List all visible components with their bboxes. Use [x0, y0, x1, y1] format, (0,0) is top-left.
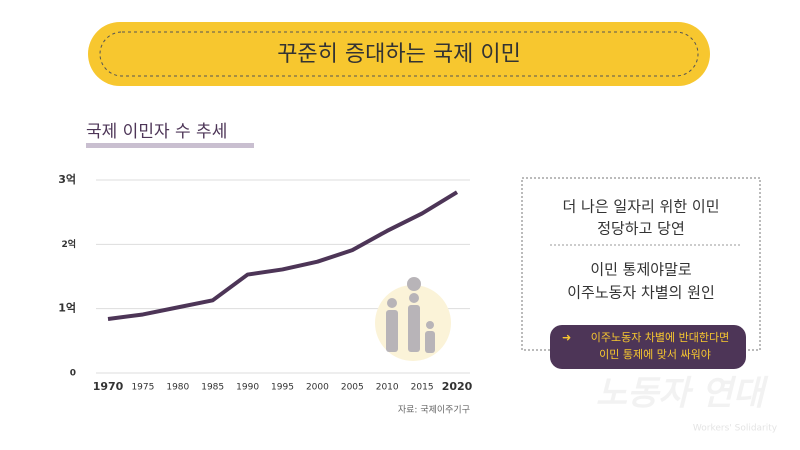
y-tick-label: 0	[70, 369, 76, 379]
side-text: 더 나은 일자리 위한 이민	[562, 198, 719, 216]
y-tick-label: 1억	[58, 302, 76, 315]
header-dashes	[99, 31, 699, 77]
side-text: 정당하고 당연	[597, 220, 685, 238]
source: 자료: 국제이주기구	[398, 405, 470, 416]
header-title: 꾸준히 증대하는 국제 이민	[277, 42, 521, 67]
x-tick-label: 1990	[236, 383, 259, 393]
side-button	[550, 325, 746, 369]
x-tick-label: 1970	[93, 380, 124, 393]
side-text: 이민 통제야말로	[590, 261, 692, 279]
arrow: ➜	[562, 331, 571, 344]
side-text: 이주노동자 차별의 원인	[567, 284, 715, 302]
line	[107, 190, 459, 321]
x-tick-label: 1980	[166, 383, 189, 393]
button-text: 이주노동자 차별에 반대한다면	[591, 331, 730, 344]
y-tick-label: 2억	[61, 238, 76, 250]
button-text: 이민 통제에 맞서 싸워야	[599, 348, 711, 361]
watermark-title: 노동자 연대	[596, 374, 769, 414]
x-tick-label: 2015	[411, 383, 434, 393]
x-tick-label: 1995	[271, 383, 294, 393]
chart-title: 국제 이민자 수 추세	[86, 122, 227, 142]
x-tick-label: 2020	[442, 380, 473, 393]
x-tick-label: 2005	[341, 383, 364, 393]
title-underline	[86, 143, 254, 148]
x-tick-label: 2010	[376, 383, 399, 393]
x-tick-label: 2000	[306, 383, 329, 393]
family-icon	[375, 277, 451, 361]
y-tick-label: 3억	[58, 173, 76, 186]
header-pill	[88, 22, 710, 86]
x-tick-label: 1985	[201, 383, 224, 393]
x-tick-label: 1975	[131, 383, 154, 393]
watermark-subtitle: Workers' Solidarity	[693, 424, 778, 434]
